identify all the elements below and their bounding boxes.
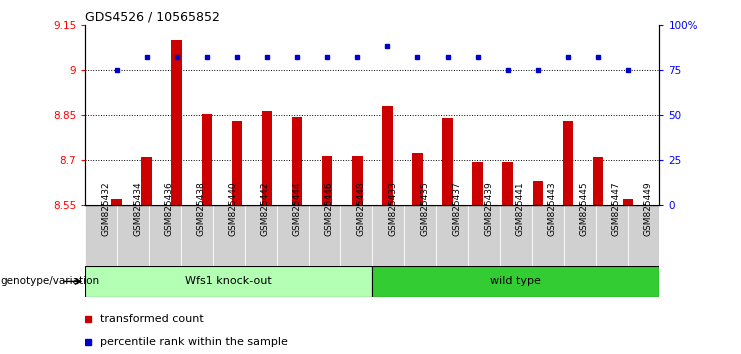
Text: GSM825440: GSM825440 xyxy=(229,181,238,236)
Text: GSM825443: GSM825443 xyxy=(548,181,556,236)
Text: percentile rank within the sample: percentile rank within the sample xyxy=(99,337,288,347)
Bar xyxy=(382,106,393,205)
Bar xyxy=(276,205,308,266)
Bar xyxy=(533,181,543,205)
Text: GSM825449: GSM825449 xyxy=(643,181,653,236)
Bar xyxy=(85,266,372,297)
Text: GSM825445: GSM825445 xyxy=(579,181,589,236)
Bar xyxy=(85,205,117,266)
Text: GSM825438: GSM825438 xyxy=(197,181,206,236)
Text: GSM825446: GSM825446 xyxy=(325,181,333,236)
Bar xyxy=(628,205,659,266)
Bar xyxy=(202,114,212,205)
Bar xyxy=(405,205,436,266)
Text: GSM825448: GSM825448 xyxy=(356,181,365,236)
Text: GSM825436: GSM825436 xyxy=(165,181,174,236)
Text: GDS4526 / 10565852: GDS4526 / 10565852 xyxy=(85,11,220,24)
Text: GSM825439: GSM825439 xyxy=(484,181,493,236)
Text: Wfs1 knock-out: Wfs1 knock-out xyxy=(185,276,272,286)
Bar xyxy=(436,205,468,266)
Bar xyxy=(372,205,405,266)
Text: wild type: wild type xyxy=(491,276,542,286)
Bar xyxy=(292,116,302,205)
Text: GSM825434: GSM825434 xyxy=(133,181,142,236)
Bar xyxy=(111,199,122,205)
Text: genotype/variation: genotype/variation xyxy=(0,276,99,286)
Bar xyxy=(412,153,423,205)
Bar xyxy=(562,121,574,205)
Bar xyxy=(262,110,272,205)
Bar xyxy=(500,205,532,266)
Bar xyxy=(117,205,149,266)
Bar xyxy=(473,162,483,205)
Bar xyxy=(142,157,152,205)
Bar xyxy=(442,118,453,205)
Bar xyxy=(245,205,276,266)
Text: GSM825432: GSM825432 xyxy=(102,181,110,236)
Bar xyxy=(322,156,333,205)
Bar xyxy=(593,157,603,205)
Text: GSM825441: GSM825441 xyxy=(516,181,525,236)
Bar xyxy=(149,205,181,266)
Bar xyxy=(564,205,596,266)
Bar xyxy=(372,266,659,297)
Bar xyxy=(532,205,564,266)
Bar xyxy=(213,205,245,266)
Bar xyxy=(232,121,242,205)
Text: GSM825435: GSM825435 xyxy=(420,181,429,236)
Bar xyxy=(171,40,182,205)
Bar xyxy=(623,199,634,205)
Text: GSM825437: GSM825437 xyxy=(452,181,461,236)
Bar xyxy=(340,205,372,266)
Text: GSM825442: GSM825442 xyxy=(261,181,270,235)
Text: GSM825447: GSM825447 xyxy=(611,181,621,236)
Text: GSM825444: GSM825444 xyxy=(293,181,302,235)
Bar xyxy=(468,205,500,266)
Bar xyxy=(352,156,362,205)
Bar xyxy=(181,205,213,266)
Text: transformed count: transformed count xyxy=(99,314,203,324)
Text: GSM825433: GSM825433 xyxy=(388,181,397,236)
Bar xyxy=(502,162,513,205)
Bar xyxy=(596,205,628,266)
Bar xyxy=(308,205,340,266)
